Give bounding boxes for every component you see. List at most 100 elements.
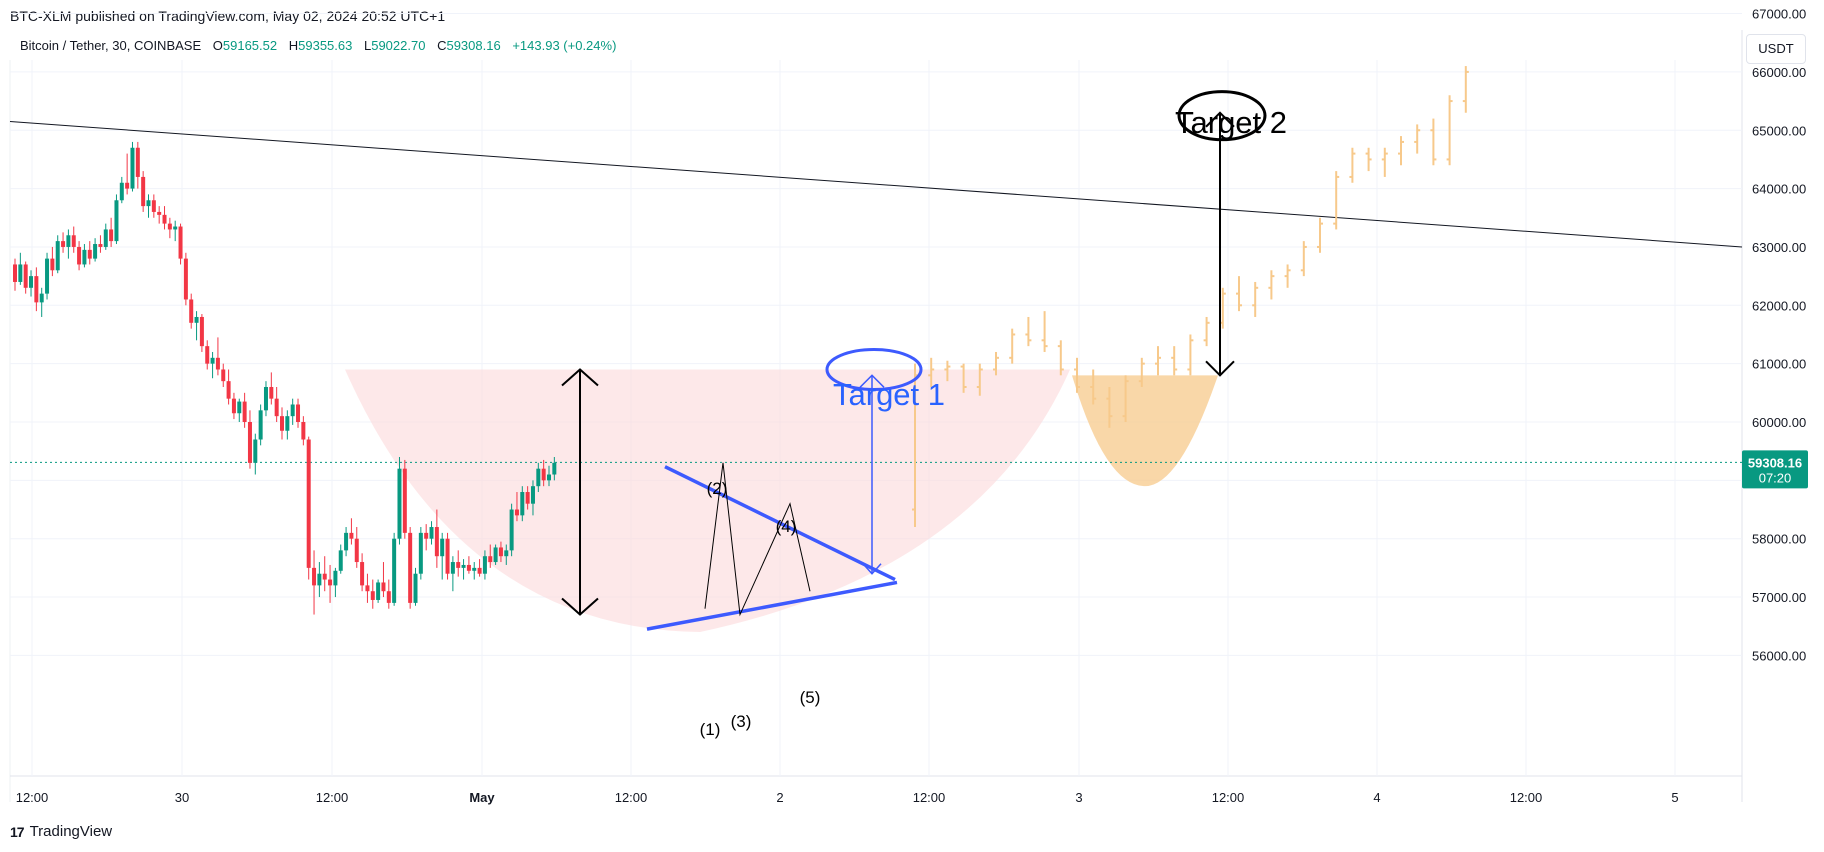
candle-body [450,562,455,574]
arrow-head-down [561,597,599,616]
candle-body [312,567,317,586]
candle-body [280,416,284,431]
footer-brand[interactable]: 17 TradingView [10,823,112,840]
candle-body [392,538,397,603]
candle-body [77,246,82,265]
candle-body [482,556,487,574]
candle-body [552,462,557,475]
candle-body [461,564,466,568]
candle-body [520,492,525,516]
wave-label: (3) [731,712,752,731]
price-tick-label: 58000.00 [1752,532,1806,547]
price-tick-label: 61000.00 [1752,357,1806,372]
candle-body [530,486,535,504]
time-tick-label: 4 [1373,790,1380,805]
candle-body [504,550,509,557]
triangle-upper-line [664,465,896,582]
candle-body [125,182,130,189]
candle-body [386,591,391,603]
time-tick-label: 2 [776,790,783,805]
symbol-legend: Bitcoin / Tether, 30, COINBASE O59165.52… [20,38,616,53]
target1-arrow-tail [862,563,882,575]
currency-button[interactable]: USDT [1746,34,1806,64]
wave-zigzag [704,462,811,617]
wave-label: (4) [776,517,797,536]
candle-body [178,226,183,259]
candle-body [376,582,381,600]
open-value: 59165.52 [222,38,278,53]
candle-body [39,293,44,303]
candle-body [98,244,103,247]
candle-body [360,562,365,586]
time-tick-label: 12:00 [615,790,648,805]
candle-body [18,264,23,282]
target2-arrow-head-up [1205,111,1235,128]
candle-body [189,299,194,323]
wave-label: (5) [800,688,821,707]
candle-body [226,381,231,399]
high-value: 59355.63 [298,38,353,53]
price-tick-label: 62000.00 [1752,298,1806,313]
price-tick-label: 60000.00 [1752,415,1806,430]
candle-body [130,147,135,189]
close-value: 59308.16 [446,38,501,53]
candle-body [34,276,39,303]
candle-body [162,214,167,224]
candle-body [285,416,290,431]
candle-body [253,439,258,463]
time-tick-label: 3 [1075,790,1082,805]
candle-body [167,223,172,230]
change-value: +143.93 (+0.24%) [512,38,617,53]
countdown-label: 07:20 [1759,470,1792,485]
candle-body [141,176,146,207]
tradingview-logo-icon: 17 [10,823,25,840]
candle-body [93,244,98,259]
candle-body [13,264,17,282]
time-tick-label: 30 [175,790,189,805]
candle-body [119,182,124,201]
candle-body [87,249,92,259]
time-tick-label: 12:00 [16,790,49,805]
candle-body [349,532,354,539]
candle-body [151,200,156,212]
candle-body [493,547,498,563]
candle-body [50,258,55,271]
candle-body [183,258,188,300]
symbol-name[interactable]: Bitcoin / Tether, 30, COINBASE [20,38,202,53]
wave-label: (1) [700,720,721,739]
candle-body [247,422,252,463]
candle-body [525,492,530,504]
candle-body [547,474,551,481]
candle-body [55,241,60,271]
price-axis: 67000.00 66000.00 65000.00 64000.00 63000.00… [1742,7,1808,663]
resistance-trendline [9,120,1743,248]
candle-body [381,582,386,592]
time-tick-label: 12:00 [1510,790,1543,805]
triangle-lower-line [646,580,898,631]
brand-label: TradingView [29,823,113,840]
low-label: L [363,38,372,53]
candle-body [328,579,333,586]
cup-pattern-area [345,369,1070,633]
time-tick-label: May [469,790,495,805]
time-tick-label: 12:00 [913,790,946,805]
candle-body [146,200,151,207]
candle-body [434,527,439,557]
candle-body [109,229,114,242]
price-tick-label: 66000.00 [1752,65,1806,80]
time-tick-label: 12:00 [316,790,349,805]
candle-body [66,235,71,247]
target2-label: Target 2 [1175,105,1287,140]
time-tick-label: 12:00 [1212,790,1245,805]
candle-body [354,538,359,563]
candle-body [199,316,204,347]
candle-body [61,241,66,247]
candle-body [306,439,311,568]
candle-body [429,527,434,539]
candle-body [440,538,445,557]
candle-body [242,401,247,422]
candle-body [472,567,477,571]
open-label: O [212,38,223,53]
last-price-label: 59308.16 [1748,455,1802,470]
